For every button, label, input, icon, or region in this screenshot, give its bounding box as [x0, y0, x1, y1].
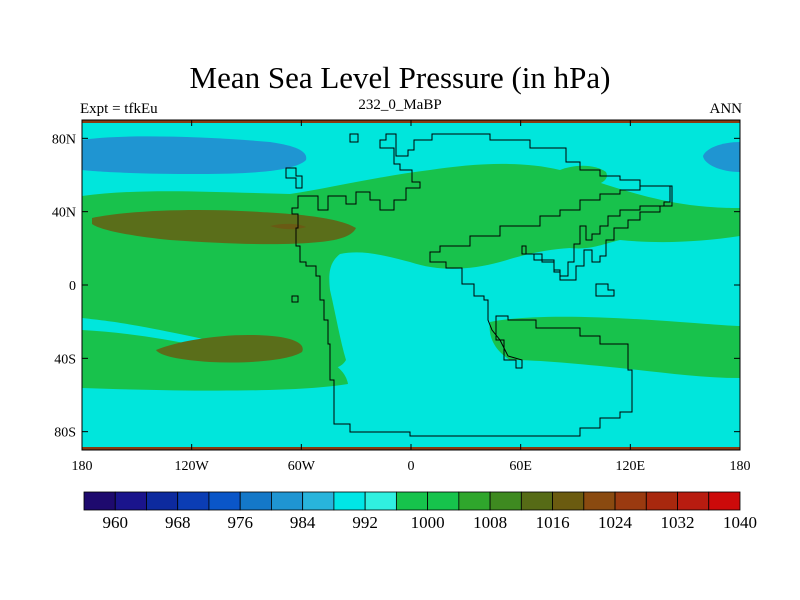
colorbar-swatch: [645, 491, 678, 511]
chart-title: Mean Sea Level Pressure (in hPa): [189, 60, 611, 95]
colorbar-swatch: [302, 491, 335, 511]
colorbar: 960 968 976 984 992 1000 1008 1016 1024 1032 1040: [83, 491, 757, 532]
y-tick-label: 40N: [52, 206, 76, 221]
colorbar-label: 1000: [411, 513, 445, 532]
x-axis: 180 120W 60W 0 60E 120E 180: [72, 120, 751, 474]
colorbar-swatch: [364, 491, 397, 511]
colorbar-swatch: [520, 491, 553, 511]
colorbar-swatch: [83, 491, 116, 511]
colorbar-swatch: [677, 491, 710, 511]
colorbar-swatch: [271, 491, 304, 511]
x-tick-label: 120W: [175, 459, 210, 474]
x-tick-label: 120E: [616, 459, 646, 474]
x-tick-label: 0: [408, 459, 415, 474]
colorbar-swatch: [146, 491, 179, 511]
colorbar-label: 1040: [723, 513, 757, 532]
x-tick-label: 60W: [288, 459, 316, 474]
south-atlantic-indian-belt: [489, 316, 740, 378]
north-pacific-low: [82, 136, 307, 174]
island-outline-3: [285, 167, 303, 189]
colorbar-swatch: [114, 491, 147, 511]
colorbar-label: 1016: [536, 513, 570, 532]
colorbar-swatch: [177, 491, 210, 511]
colorbar-swatch: [239, 491, 272, 511]
colorbar-swatch: [427, 491, 460, 511]
y-axis: 80N 40N 0 40S 80S: [52, 132, 740, 441]
island-outline-1: [291, 295, 299, 303]
arctic-high-patch: [559, 165, 607, 186]
x-tick-label: 180: [72, 459, 93, 474]
x-tick-label: 60E: [509, 459, 532, 474]
season-label: ANN: [709, 101, 743, 117]
colorbar-swatch: [583, 491, 616, 511]
colorbar-label: 1032: [661, 513, 695, 532]
y-tick-label: 40S: [54, 352, 76, 367]
island-outline-4: [595, 283, 615, 297]
colorbar-swatch: [333, 491, 366, 511]
experiment-label: Expt = tfkEu: [80, 101, 158, 117]
colorbar-swatch: [458, 491, 491, 511]
colorbar-swatch: [614, 491, 647, 511]
continent-outline: [291, 133, 673, 437]
colorbar-label: 992: [352, 513, 378, 532]
colorbar-label: 968: [165, 513, 191, 532]
north-pacific-high-cell: [92, 210, 356, 245]
y-tick-label: 80S: [54, 426, 76, 441]
colorbar-label: 976: [227, 513, 253, 532]
colorbar-swatch: [552, 491, 585, 511]
colorbar-label: 1008: [473, 513, 507, 532]
island-outline-2: [349, 133, 359, 143]
y-tick-label: 0: [69, 279, 76, 294]
time-label: 232_0_MaBP: [358, 97, 442, 113]
colorbar-label: 1024: [598, 513, 633, 532]
colorbar-swatch: [395, 491, 429, 511]
x-tick-label: 180: [730, 459, 751, 474]
north-atlantic-low: [703, 142, 740, 172]
y-tick-label: 80N: [52, 132, 76, 147]
colorbar-label: 984: [290, 513, 316, 532]
colorbar-swatch: [489, 491, 522, 511]
colorbar-swatch: [208, 491, 241, 511]
south-pacific-high-cell: [156, 334, 303, 363]
colorbar-label: 960: [102, 513, 128, 532]
colorbar-swatch: [708, 491, 741, 511]
pressure-field: [82, 120, 740, 450]
